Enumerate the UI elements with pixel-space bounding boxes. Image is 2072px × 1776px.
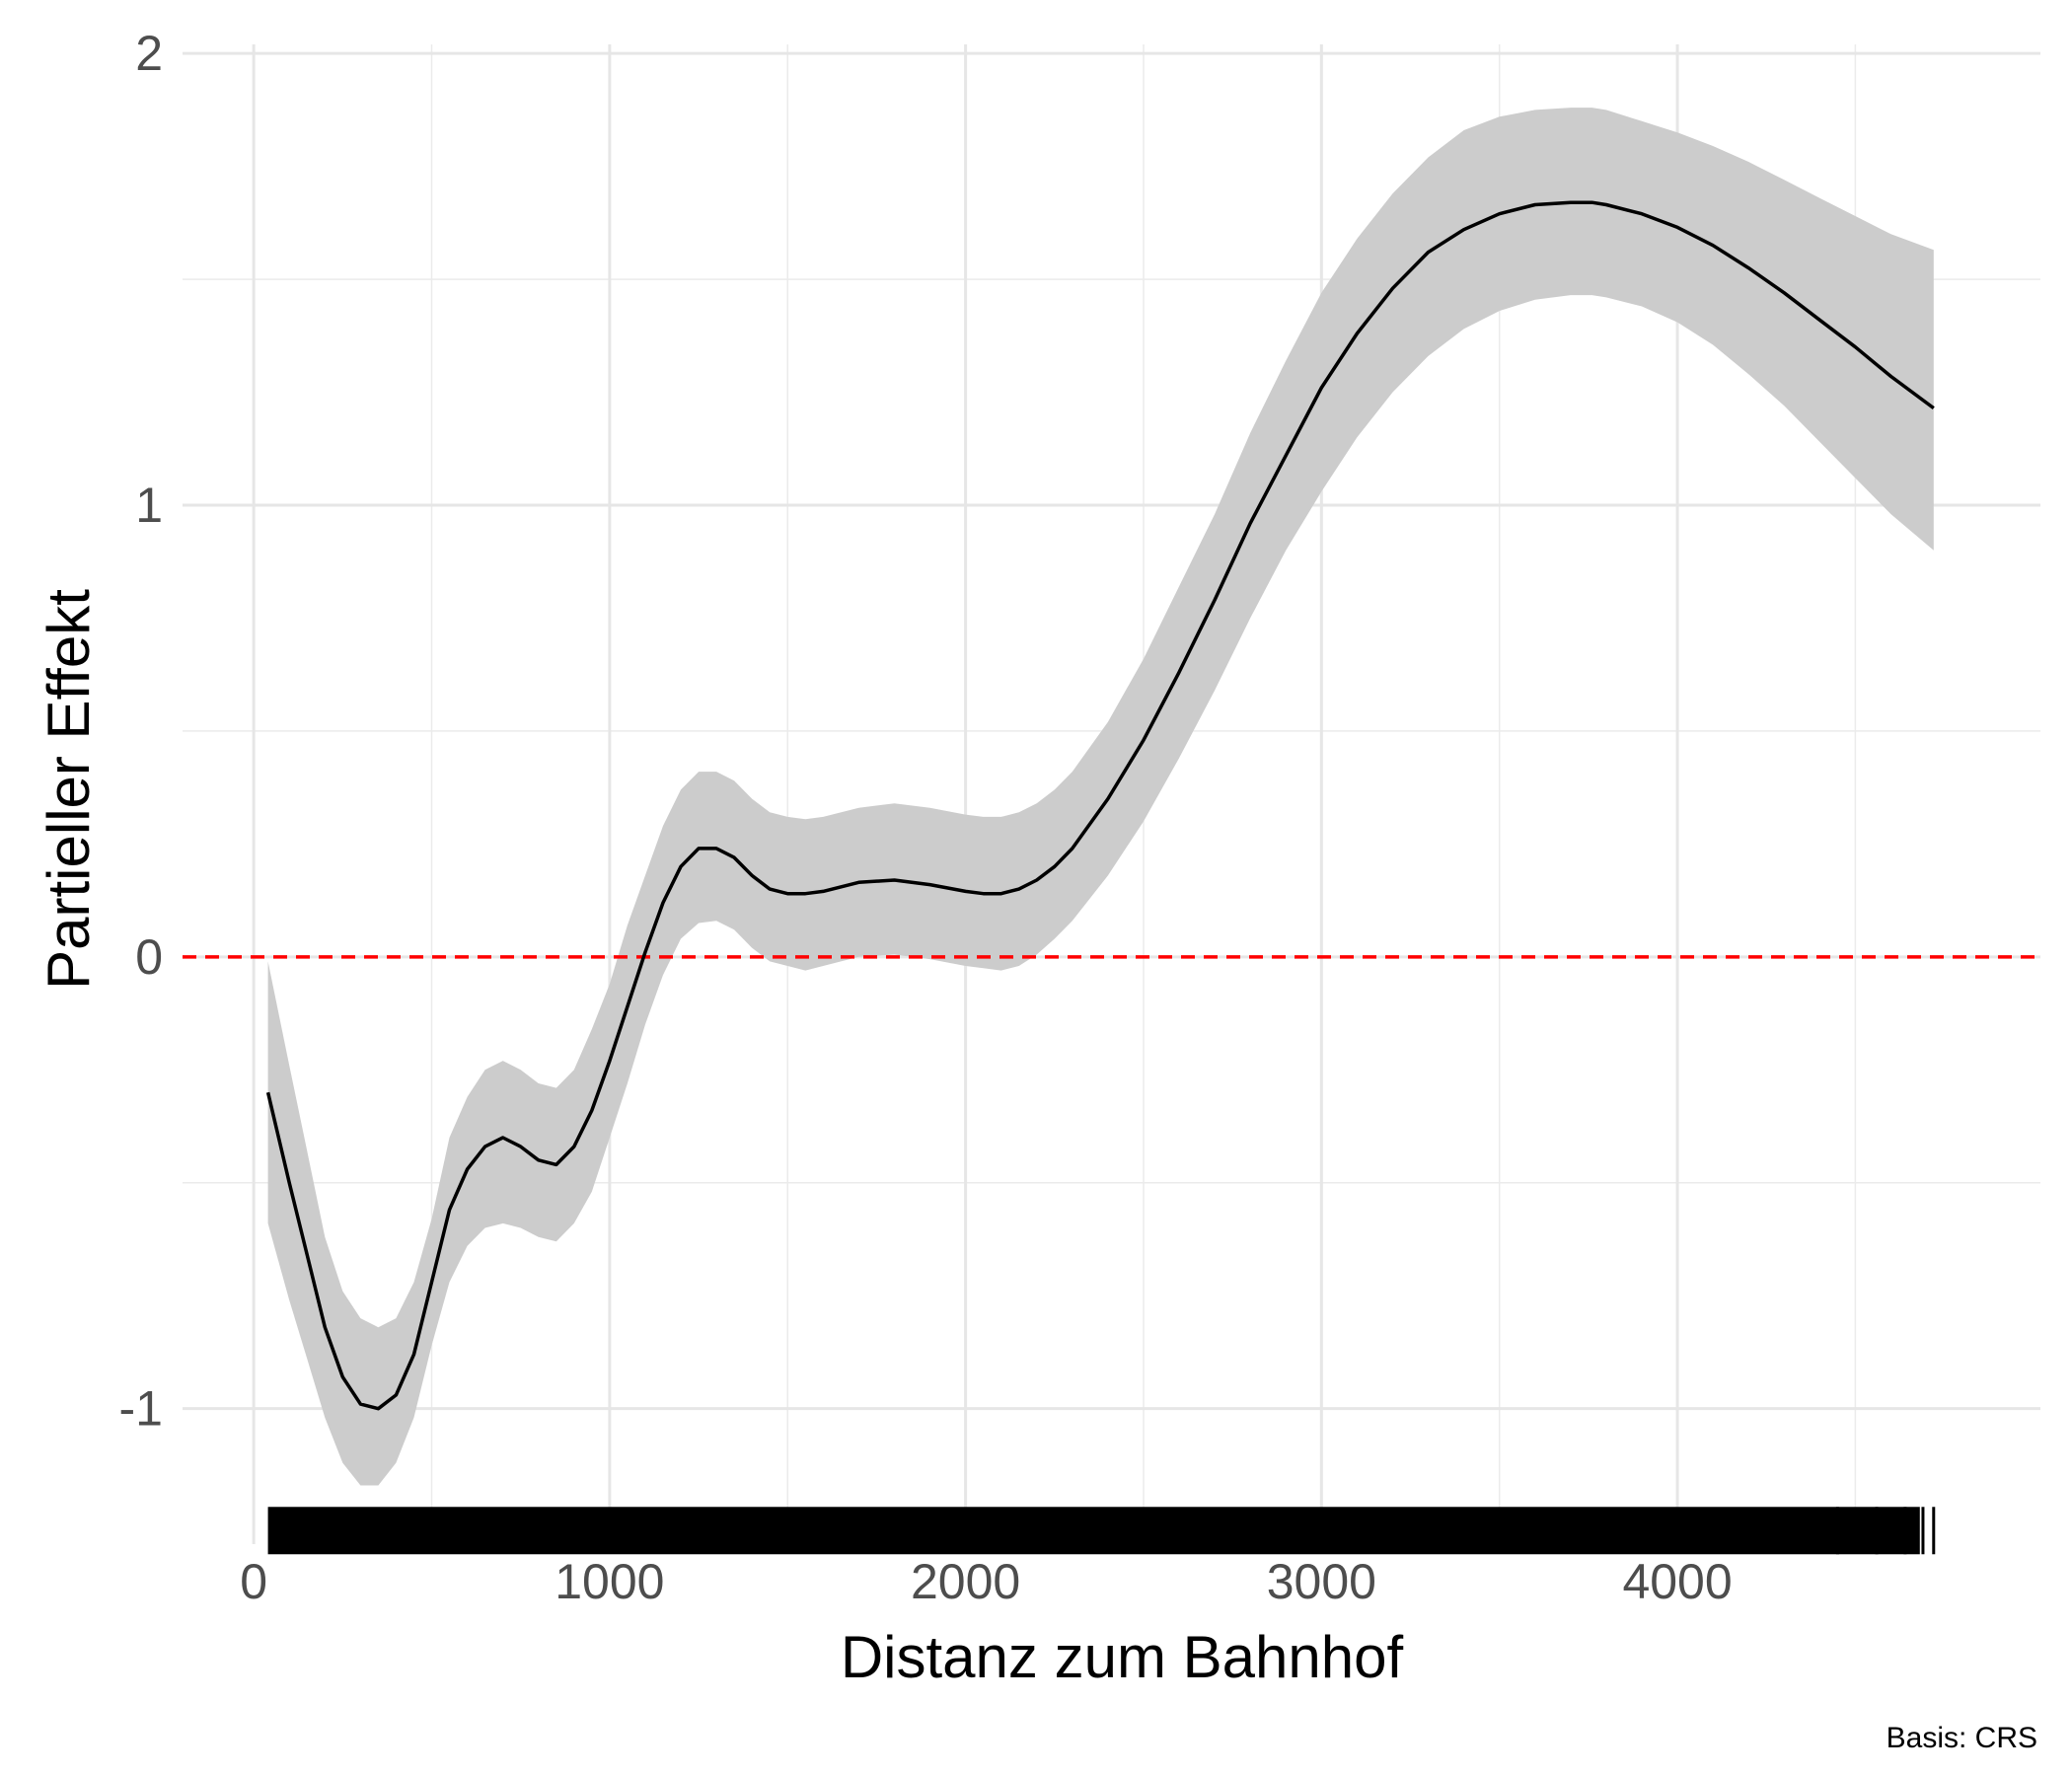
x-tick-label: 0 — [240, 1554, 267, 1609]
x-tick-label: 2000 — [911, 1554, 1020, 1609]
y-tick-label: -1 — [119, 1381, 163, 1437]
y-tick-label: 1 — [135, 478, 163, 533]
y-axis-title: Partieller Effekt — [36, 589, 102, 990]
effect-line-layer — [265, 200, 1935, 1411]
caption: Basis: CRS — [1887, 1722, 2037, 1754]
x-tick-label: 3000 — [1267, 1554, 1376, 1609]
effect-line — [265, 200, 1935, 1411]
y-tick-labels: -1 0 1 2 — [119, 26, 163, 1436]
rug-layer — [267, 1507, 1936, 1555]
x-tick-labels: 0 1000 2000 3000 4000 — [240, 1554, 1732, 1609]
y-tick-label: 2 — [135, 26, 163, 81]
rug-dense — [267, 1507, 1920, 1555]
x-tick-label: 1000 — [555, 1554, 664, 1609]
confidence-band-layer — [267, 108, 1934, 1486]
x-tick-label: 4000 — [1622, 1554, 1732, 1609]
confidence-band — [267, 108, 1934, 1486]
y-tick-label: 0 — [135, 929, 163, 985]
x-axis-title: Distanz zum Bahnhof — [841, 1624, 1404, 1690]
